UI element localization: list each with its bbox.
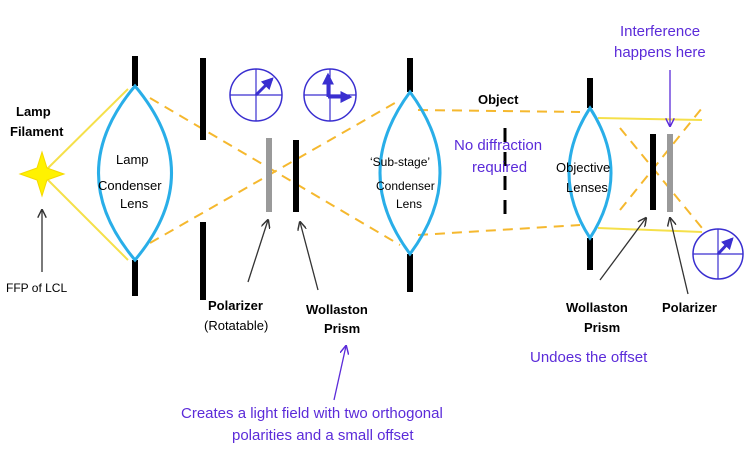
object-label: Object	[478, 92, 519, 107]
interference-label-1: Interference	[620, 23, 700, 40]
wollaston-2-pointer	[599, 218, 646, 281]
polarizer-1-sublabel: (Rotatable)	[204, 318, 268, 333]
polarizer-1-pointer	[247, 220, 268, 283]
ffp-label: FFP of LCL	[6, 281, 67, 295]
recombined-polarization-circle-icon	[692, 228, 744, 280]
creates-field-label-1: Creates a light field with two orthogona…	[181, 405, 443, 422]
star-burst-icon	[18, 150, 66, 198]
filament-light-cone	[41, 88, 129, 261]
substage-label-2: Condenser	[376, 179, 435, 193]
lamp-condenser-label-3: Lens	[120, 196, 149, 211]
substage-condenser-lens	[378, 58, 442, 292]
no-diffraction-label-1: No diffraction	[454, 137, 542, 154]
undoes-offset-label: Undoes the offset	[530, 349, 648, 366]
wollaston-2-label-1: Wollaston	[566, 300, 628, 315]
creates-field-label-2: polarities and a small offset	[232, 427, 414, 444]
polarizer-1-label: Polarizer	[208, 298, 263, 313]
wollaston-1-pointer	[300, 222, 319, 291]
polarizer-2-label: Polarizer	[662, 300, 717, 315]
single-polarization-circle-icon	[229, 68, 283, 122]
lamp-filament-label-2: Filament	[10, 124, 64, 139]
lamp-filament-label-1: Lamp	[16, 104, 51, 119]
objective-label-2: Lenses	[566, 180, 608, 195]
field-diaphragm	[200, 58, 206, 300]
polarizer-1	[266, 138, 272, 212]
substage-label-3: Lens	[396, 197, 422, 211]
wollaston-1-label-2: Prism	[324, 321, 360, 336]
wollaston-2-label-2: Prism	[584, 320, 620, 335]
no-diffraction-label-2: required	[472, 159, 527, 176]
lamp-condenser-label-1: Lamp	[116, 152, 149, 167]
substage-label-1: ‘Sub-stage’	[370, 155, 430, 169]
interference-label-2: happens here	[614, 44, 706, 61]
polarizer-2	[667, 134, 673, 212]
wollaston-1-label-1: Wollaston	[306, 302, 368, 317]
lamp-condenser-label-2: Condenser	[98, 178, 162, 193]
wollaston-prism-1	[293, 140, 299, 212]
objective-label-1: Objective	[556, 160, 610, 175]
objective-lens	[567, 78, 613, 270]
dual-orthogonal-polarization-circle-icon	[303, 68, 357, 122]
objective-output-rays	[597, 117, 703, 233]
wollaston-prism-2	[650, 134, 656, 210]
creates-field-pointer	[333, 346, 346, 401]
polarizer-2-pointer	[670, 218, 689, 295]
lamp-condenser-lens	[97, 56, 173, 296]
dashed-rays-illumination	[149, 97, 703, 246]
